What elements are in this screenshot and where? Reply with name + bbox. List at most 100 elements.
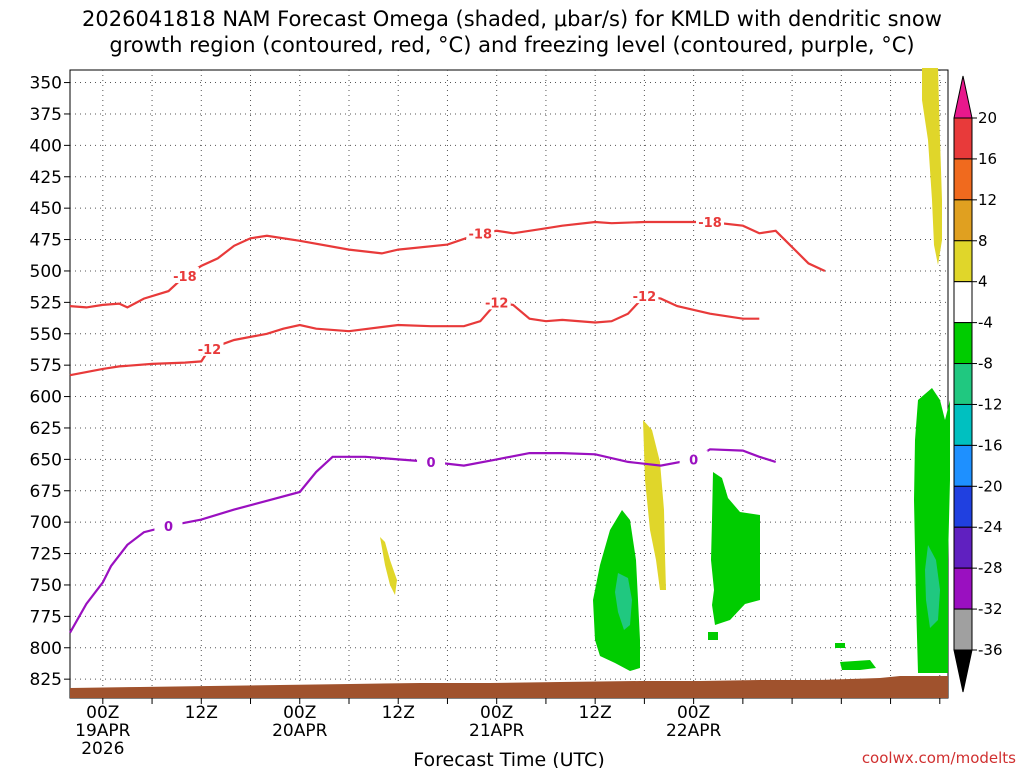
x-tick-sublabel: 22APR [666,721,722,741]
y-tick-label: 575 [30,356,62,376]
y-tick-label: 700 [30,513,62,533]
colorbar-label: 20 [978,109,997,127]
colorbar-segment [953,199,973,242]
colorbar-label: 4 [978,273,988,291]
y-axis: 350 375 400 425 450 475 500 525 550 575 600 625 650 6… [30,74,70,690]
omega-region-green [840,660,876,670]
colorbar-label: -16 [978,436,1003,454]
colorbar-segment [953,567,973,610]
colorbar-segment [953,444,973,487]
contour-label-bg [679,450,708,467]
y-tick-label: 425 [30,168,62,188]
colorbar-label: -28 [978,559,1003,577]
y-tick-label: 450 [30,199,62,219]
omega-region-teal [615,573,632,630]
contour-label-bg [696,212,725,229]
y-tick-label: 400 [30,136,62,156]
contour-label: -18 [173,270,197,285]
x-tick-label: 12Z [579,703,612,723]
x-tick-label: 00Z [283,703,316,723]
colorbar-label: 16 [978,150,997,168]
y-tick-label: 750 [30,576,62,596]
contour-label-bg [170,266,199,283]
colorbar-segment [953,608,973,651]
omega-region-teal [925,545,940,628]
colorbar-bottom-arrow [953,649,973,693]
colorbar-segment [953,526,973,569]
x-tick-label: 00Z [677,703,710,723]
y-tick-label: 800 [30,639,62,659]
colorbar-segment [953,485,973,528]
x-axis-label: Forecast Time (UTC) [413,749,604,768]
x-tick-label: 00Z [86,703,119,723]
y-tick-label: 525 [30,293,62,313]
contour-label: -18 [469,227,493,242]
y-tick-label: 500 [30,262,62,282]
x-tick-sublabel: 2026 [81,739,124,759]
colorbar-segment [953,363,973,405]
colorbar-label: -36 [978,641,1003,659]
colorbar-segment [953,240,973,283]
y-tick-label: 475 [30,231,62,251]
colorbar-label: -24 [978,518,1003,536]
isotherm-lines: -18 -18 -18 -12 -12 -12 0 0 0 [69,212,826,634]
colorbar-segment [953,158,973,201]
contour-label-bg [417,452,446,469]
omega-region-yellow [380,537,397,595]
contour-label-bg [482,293,511,310]
y-tick-label: 675 [30,482,62,502]
y-tick-label: 725 [30,545,62,565]
omega-region-yellow [922,68,942,265]
y-tick-label: 550 [30,325,62,345]
plot-frame [69,69,949,699]
contour-label: -12 [633,290,657,305]
colorbar: 20 16 12 8 4 -4 -8 -12 -16 -20 -24 -28 -32 -36 [953,75,1003,693]
contour-label: 0 [689,453,698,468]
x-tick-label: 12Z [382,703,415,723]
y-tick-label: 775 [30,607,62,627]
colorbar-label: -20 [978,477,1003,495]
isotherm-line-2 [69,448,777,634]
x-tick-sublabel: 20APR [272,721,328,741]
omega-region-green [711,472,760,625]
colorbar-label: -4 [978,314,993,332]
omega-region-green [708,632,718,640]
terrain-fill [70,676,948,698]
contour-label: -12 [198,343,222,358]
contour-label: -18 [698,216,722,231]
y-tick-label: 375 [30,105,62,125]
y-tick-label: 600 [30,388,62,408]
contour-label-bg [154,516,183,533]
colorbar-segment [953,281,973,324]
colorbar-label: 8 [978,232,988,250]
y-tick-label: 650 [30,450,62,470]
x-tick-label: 12Z [185,703,218,723]
colorbar-label: -12 [978,395,1003,413]
colorbar-segment [953,322,973,365]
x-tick-sublabel: 19APR [75,721,131,741]
colorbar-label: 12 [978,191,997,209]
omega-shading [380,68,950,673]
chart-title: 2026041818 NAM Forecast Omega (shaded, μ… [82,7,942,57]
colorbar-segment [953,403,973,446]
colorbar-top-arrow [953,75,973,119]
contour-label: -12 [485,296,509,311]
y-tick-label: 625 [30,419,62,439]
credit-text: coolwx.com/modelts [862,749,1016,767]
colorbar-label: -8 [978,355,993,373]
omega-region-green [835,643,845,648]
y-tick-label: 350 [30,74,62,94]
x-tick-sublabel: 21APR [469,721,525,741]
contour-label: 0 [164,520,173,535]
contour-label-bg [195,339,224,356]
colorbar-segment [953,117,973,160]
x-tick-label: 00Z [480,703,513,723]
contour-label-bg [630,287,659,304]
contour-label-bg [466,224,495,241]
contour-label: 0 [427,456,436,471]
omega-region-yellow [643,420,666,590]
omega-region-green [914,388,950,673]
y-tick-label: 825 [30,670,62,690]
